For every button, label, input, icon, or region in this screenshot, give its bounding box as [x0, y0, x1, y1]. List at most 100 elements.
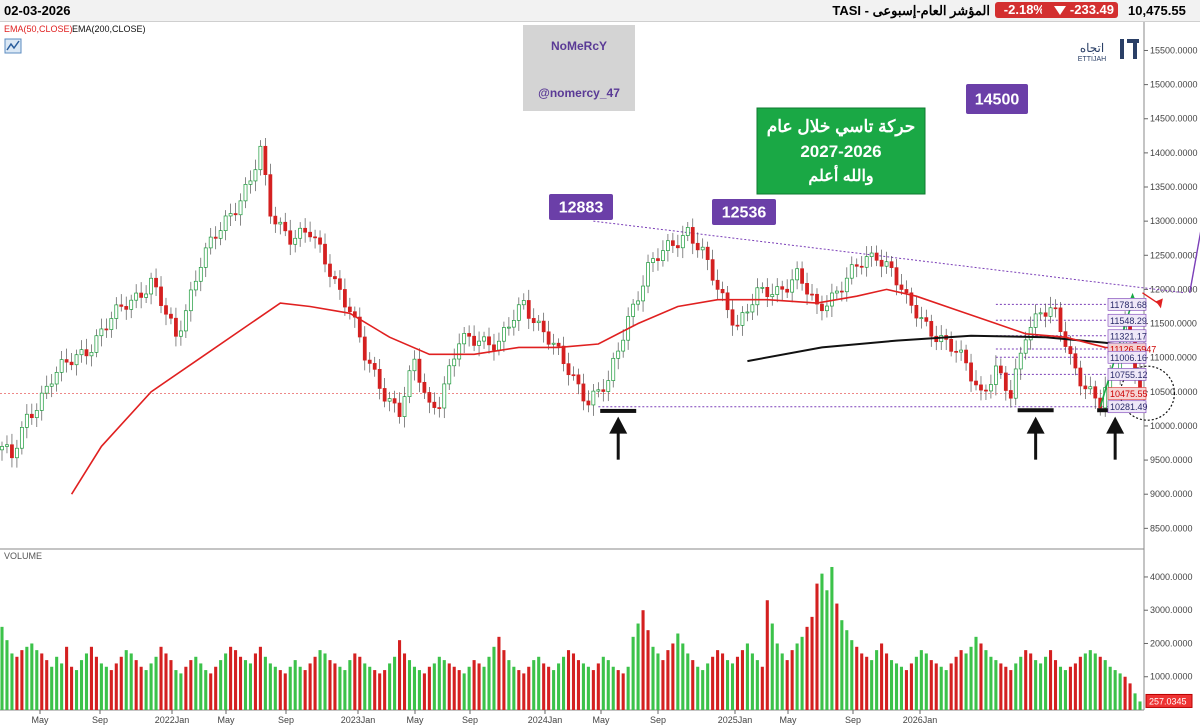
volume-bar-down	[616, 670, 620, 710]
volume-bar-up	[552, 670, 556, 710]
volume-bar-down	[596, 663, 600, 710]
candle-up	[457, 343, 462, 360]
volume-bar-up	[417, 670, 421, 710]
volume-bar-down	[358, 656, 362, 710]
price-axis: 15500.0000 15000.0000 14500.0000 14000.0000…	[1144, 45, 1198, 533]
volume-bar-up	[462, 673, 466, 710]
volume-last-tag-label: 257.0345	[1149, 696, 1187, 706]
price-tick-label: 12500.0000	[1150, 250, 1198, 260]
candle-down	[566, 363, 571, 376]
price-tick-label: 13500.0000	[1150, 182, 1198, 192]
candle-down	[104, 328, 109, 331]
volume-bar-up	[1103, 660, 1107, 710]
candle-up	[666, 240, 670, 251]
ema200-line	[747, 334, 1141, 363]
candle-up	[253, 169, 258, 182]
candle-down	[909, 292, 914, 306]
chart-type-icon[interactable]	[4, 38, 22, 54]
candle-down	[124, 306, 129, 310]
volume-bar-up	[532, 660, 536, 710]
callout-label: 12536	[722, 205, 767, 222]
volume-bar-up	[482, 666, 486, 710]
price-tick-label: 9000.0000	[1150, 489, 1193, 499]
candle-down	[715, 279, 720, 290]
price-chart[interactable]: EMA(50,CLOSE) EMA(200,CLOSE) NoMeRcY @no…	[0, 22, 1200, 727]
volume-bar-down	[1123, 676, 1127, 710]
price-callouts: 12883 12536 14500	[549, 84, 1028, 225]
volume-bar-up	[581, 663, 585, 710]
volume-bar-up	[154, 656, 158, 710]
candle-down	[372, 363, 377, 370]
time-tick-label: 2023Jan	[341, 715, 376, 725]
candle-down	[308, 231, 312, 238]
volume-bar-up	[1083, 653, 1087, 710]
candle-down	[1053, 307, 1058, 310]
volume-bar-down	[865, 656, 869, 710]
volume-bar-up	[984, 650, 988, 710]
level-tag-label: 11548.29	[1110, 316, 1147, 326]
candle-down	[362, 336, 367, 361]
volume-bar-up	[939, 666, 943, 710]
ettijah-logo: اتجاه ETTIJAH	[1078, 39, 1139, 63]
candle-down	[874, 252, 879, 261]
candle-down	[979, 384, 983, 391]
candle-down	[343, 289, 347, 308]
support-bar	[1017, 408, 1054, 413]
down-triangle-icon	[1053, 6, 1066, 16]
volume-bar-up	[750, 653, 754, 710]
candle-up	[959, 349, 963, 353]
volume-bar-down	[1004, 666, 1008, 710]
volume-bar-up	[1118, 673, 1122, 710]
volume-bar-down	[139, 666, 143, 710]
volume-bar-down	[576, 660, 580, 710]
candle-down	[785, 288, 790, 293]
volume-bar-down	[308, 663, 312, 710]
candle-up	[636, 300, 640, 305]
volume-bar-down	[934, 663, 938, 710]
candle-up	[188, 289, 193, 312]
descending-trendline	[593, 220, 1185, 294]
candle-up	[203, 247, 208, 268]
volume-bar-down	[238, 656, 243, 710]
volume-bar-down	[1073, 663, 1077, 710]
candle-down	[974, 380, 978, 386]
candle-up	[506, 326, 511, 329]
volume-bar-down	[979, 643, 983, 710]
volume-bar-up	[55, 656, 59, 710]
candle-up	[248, 180, 253, 185]
candle-down	[581, 383, 586, 402]
level-tag-label: 10281.49	[1110, 402, 1148, 412]
candle-up	[661, 250, 665, 261]
volume-bar-up	[194, 656, 198, 710]
volume-bar-up	[924, 653, 928, 710]
candle-down	[710, 259, 715, 281]
candle-up	[646, 262, 650, 287]
volume-bar-up	[149, 663, 153, 710]
volume-bar-up	[557, 663, 561, 710]
volume-bar-up	[432, 663, 436, 710]
time-tick-label: May	[779, 715, 797, 725]
time-tick-label: Sep	[845, 715, 861, 725]
volume-bar-up	[323, 653, 327, 710]
date-label: 02-03-2026	[4, 3, 71, 18]
volume-bar-down	[303, 670, 307, 710]
candle-up	[99, 328, 104, 337]
candle-down	[233, 213, 238, 216]
volume-bar-down	[373, 670, 377, 710]
volume-bar-down	[398, 640, 402, 710]
volume-bar-down	[517, 670, 521, 710]
volume-tick-label: 2000.0000	[1150, 638, 1193, 648]
candle-down	[815, 293, 819, 305]
volume-bar-up	[219, 660, 223, 710]
volume-bar-down	[949, 663, 953, 710]
volume-bar-up	[0, 626, 4, 710]
candle-down	[263, 145, 268, 175]
candle-down	[1078, 367, 1083, 387]
volume-bar-up	[263, 656, 267, 710]
volume-bar-down	[447, 663, 451, 710]
candle-up	[298, 227, 303, 239]
candle-up	[685, 227, 690, 236]
candle-down	[1043, 312, 1048, 317]
volume-bar-down	[522, 673, 526, 710]
candle-up	[651, 258, 655, 263]
